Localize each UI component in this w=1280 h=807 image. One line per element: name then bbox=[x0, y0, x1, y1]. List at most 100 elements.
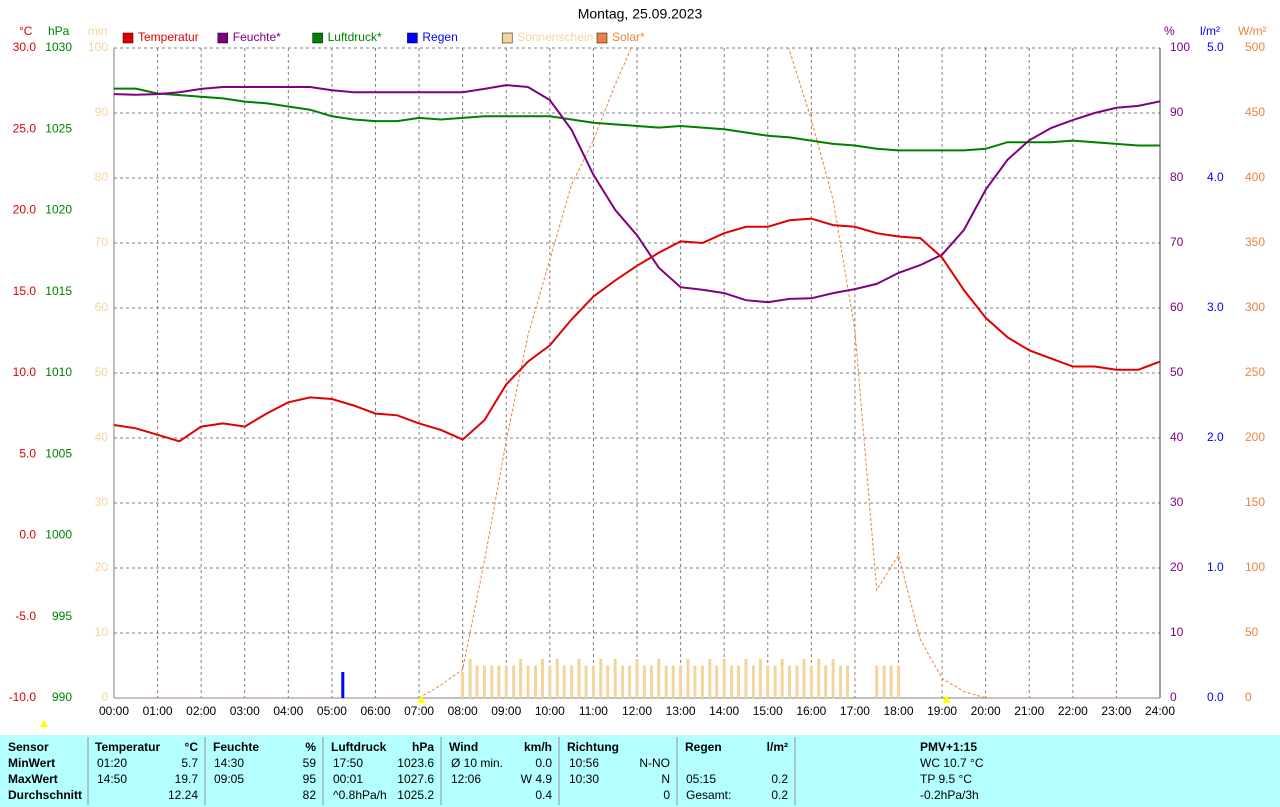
table-cell: 0.0 bbox=[535, 756, 552, 770]
y-tick-label: 20.0 bbox=[13, 203, 37, 217]
y-tick-label: 25.0 bbox=[13, 121, 37, 135]
x-tick-label: 00:00 bbox=[99, 704, 129, 718]
y-tick-label: 20 bbox=[95, 560, 109, 574]
x-tick-label: 02:00 bbox=[186, 704, 216, 718]
y-tick-label: 10 bbox=[95, 625, 109, 639]
y-tick-label: 30.0 bbox=[13, 40, 37, 54]
table-header-unit: °C bbox=[185, 740, 199, 754]
bar bbox=[606, 665, 610, 698]
bar bbox=[875, 665, 879, 698]
table-header: Regen bbox=[685, 740, 722, 754]
table-cell: 19.7 bbox=[175, 772, 199, 786]
y-tick-label: 100 bbox=[1245, 560, 1265, 574]
bar bbox=[642, 665, 646, 698]
table-header: Wind bbox=[449, 740, 478, 754]
table-cell: 10:56 bbox=[569, 756, 599, 770]
y-tick-label: 1010 bbox=[45, 365, 72, 379]
table-cell: 59 bbox=[303, 756, 317, 770]
bar bbox=[468, 659, 472, 698]
x-tick-label: 20:00 bbox=[971, 704, 1001, 718]
table-cell: -0.2hPa/3h bbox=[920, 788, 979, 802]
table-header: PMV+1:15 bbox=[920, 740, 977, 754]
y-tick-label: 10 bbox=[1170, 625, 1184, 639]
bar bbox=[482, 665, 486, 698]
bar bbox=[512, 665, 516, 698]
legend-swatch bbox=[217, 32, 229, 44]
y-tick-label: 90 bbox=[95, 105, 109, 119]
bar bbox=[758, 659, 762, 698]
table-header: Feuchte bbox=[213, 740, 259, 754]
legend-swatch bbox=[596, 32, 608, 44]
bar bbox=[540, 659, 544, 698]
table-cell: WC 10.7 °C bbox=[920, 756, 984, 770]
legend-label: Luftdruck* bbox=[328, 30, 382, 44]
table-cell: 0.4 bbox=[535, 788, 552, 802]
table-row-label: MaxWert bbox=[8, 772, 58, 786]
y-tick-label: 250 bbox=[1245, 365, 1265, 379]
bar bbox=[461, 672, 465, 698]
x-tick-label: 01:00 bbox=[143, 704, 173, 718]
legend-label: Feuchte* bbox=[233, 30, 281, 44]
series-line bbox=[114, 84, 1160, 304]
bar bbox=[882, 665, 886, 698]
axis-unit: % bbox=[1164, 24, 1175, 38]
axis-unit: l/m² bbox=[1200, 24, 1220, 38]
table-row-label: MinWert bbox=[8, 756, 55, 770]
bar bbox=[686, 659, 690, 698]
legend-swatch bbox=[312, 32, 323, 44]
bar bbox=[591, 665, 595, 698]
bar bbox=[722, 659, 726, 698]
x-tick-label: 19:00 bbox=[927, 704, 957, 718]
bar bbox=[795, 665, 799, 698]
table-header: Richtung bbox=[567, 740, 619, 754]
table-header-unit: l/m² bbox=[767, 740, 788, 754]
x-tick-label: 14:00 bbox=[709, 704, 739, 718]
bar bbox=[730, 665, 734, 698]
y-tick-label: 400 bbox=[1245, 170, 1265, 184]
bar bbox=[504, 665, 508, 698]
axis-unit: °C bbox=[19, 24, 33, 38]
x-tick-label: 13:00 bbox=[666, 704, 696, 718]
bar bbox=[533, 665, 537, 698]
table-header-unit: km/h bbox=[524, 740, 552, 754]
x-tick-label: 23:00 bbox=[1101, 704, 1131, 718]
y-tick-label: 0 bbox=[101, 690, 108, 704]
x-tick-label: 08:00 bbox=[448, 704, 478, 718]
axis-unit: W/m² bbox=[1238, 24, 1267, 38]
table-cell: 0.2 bbox=[771, 772, 788, 786]
table-cell: 1025.2 bbox=[397, 788, 434, 802]
table-cell: 5.7 bbox=[181, 756, 198, 770]
table-cell: 01:20 bbox=[97, 756, 127, 770]
table-cell: 0 bbox=[663, 788, 670, 802]
bar bbox=[809, 665, 813, 698]
y-tick-label: 30 bbox=[95, 495, 109, 509]
bar bbox=[657, 659, 661, 698]
bar bbox=[584, 665, 588, 698]
y-tick-label: 0 bbox=[1245, 690, 1252, 704]
x-tick-label: 21:00 bbox=[1014, 704, 1044, 718]
axis-unit: hPa bbox=[48, 24, 70, 38]
legend-swatch bbox=[122, 32, 134, 44]
table-cell: 12:06 bbox=[451, 772, 481, 786]
chart-title: Montag, 25.09.2023 bbox=[578, 6, 703, 22]
bar bbox=[897, 665, 900, 698]
bar bbox=[548, 665, 552, 698]
y-tick-label: 50 bbox=[95, 365, 109, 379]
y-tick-label: -5.0 bbox=[15, 609, 36, 623]
y-tick-label: 40 bbox=[95, 430, 109, 444]
x-tick-label: 07:00 bbox=[404, 704, 434, 718]
bar bbox=[497, 665, 501, 698]
bar bbox=[526, 665, 530, 698]
bar bbox=[802, 659, 806, 698]
x-tick-label: 11:00 bbox=[579, 704, 608, 718]
bar bbox=[679, 665, 683, 698]
y-tick-label: 60 bbox=[95, 300, 109, 314]
y-tick-label: 80 bbox=[1170, 170, 1184, 184]
bar bbox=[737, 665, 741, 698]
bar bbox=[519, 659, 523, 698]
bar bbox=[599, 659, 603, 698]
y-tick-label: 0.0 bbox=[1207, 690, 1224, 704]
y-tick-label: 20 bbox=[1170, 560, 1184, 574]
